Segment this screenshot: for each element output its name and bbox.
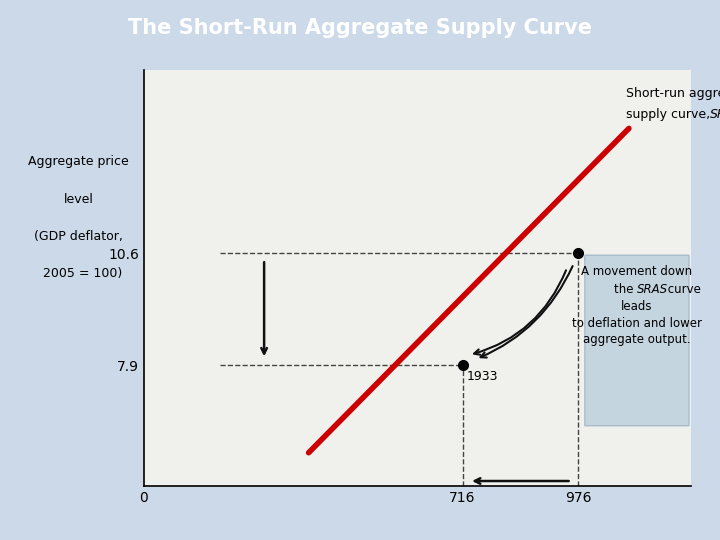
Text: SRAS: SRAS (711, 107, 720, 120)
Text: A movement down: A movement down (581, 265, 693, 278)
Text: 2005 = 100): 2005 = 100) (35, 267, 122, 280)
Text: Real GDP: Real GDP (719, 515, 720, 528)
Text: (billions of 2005 dollars): (billions of 2005 dollars) (719, 534, 720, 540)
Text: level: level (63, 193, 94, 206)
Text: supply curve,: supply curve, (626, 107, 714, 120)
Text: 1933: 1933 (467, 369, 498, 382)
FancyBboxPatch shape (585, 255, 689, 426)
Text: leads: leads (621, 300, 652, 313)
Text: Short-run aggregate: Short-run aggregate (626, 87, 720, 100)
Text: The Short-Run Aggregate Supply Curve: The Short-Run Aggregate Supply Curve (128, 18, 592, 38)
Text: the: the (613, 284, 637, 296)
Text: to deflation and lower: to deflation and lower (572, 316, 702, 329)
Text: SRAS: SRAS (637, 284, 668, 296)
Text: (GDP deflator,: (GDP deflator, (34, 230, 123, 243)
Text: aggregate output.: aggregate output. (583, 333, 690, 346)
Text: curve: curve (664, 284, 701, 296)
Text: 1929: 1929 (582, 257, 614, 271)
Text: Aggregate price: Aggregate price (28, 155, 129, 168)
